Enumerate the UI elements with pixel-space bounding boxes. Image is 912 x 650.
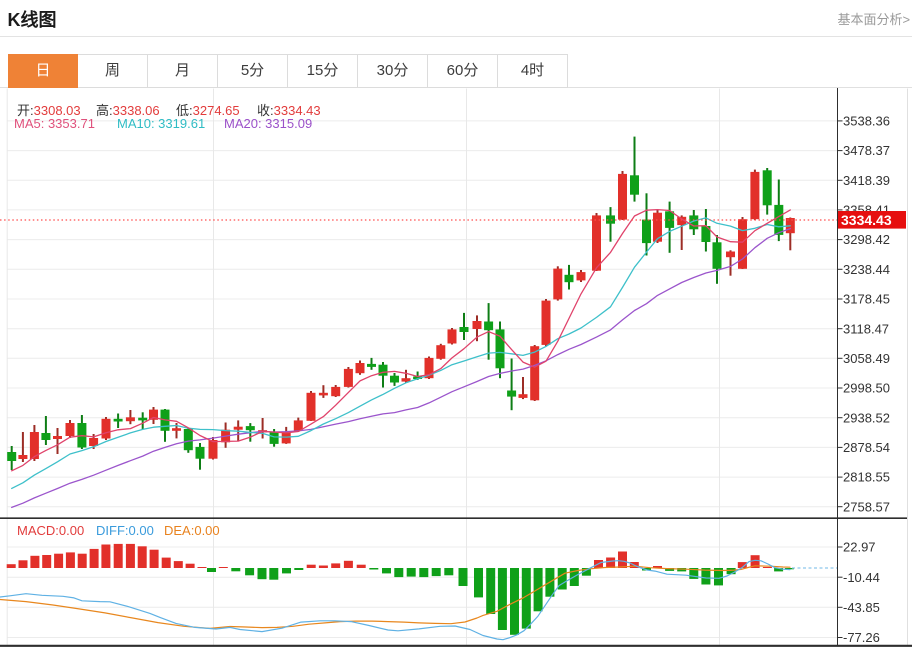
svg-text:2758.57: 2758.57 [843,499,890,514]
svg-text:2878.54: 2878.54 [843,440,890,455]
svg-text:3298.42: 3298.42 [843,232,890,247]
svg-text:3238.44: 3238.44 [843,262,890,277]
svg-text:-10.44: -10.44 [843,570,880,585]
svg-text:-77.26: -77.26 [843,630,880,645]
svg-text:3178.45: 3178.45 [843,292,890,307]
svg-text:3418.39: 3418.39 [843,173,890,188]
svg-text:2818.55: 2818.55 [843,470,890,485]
svg-text:3334.43: 3334.43 [841,212,892,228]
svg-text:2998.50: 2998.50 [843,381,890,396]
svg-text:2938.52: 2938.52 [843,410,890,425]
svg-text:3538.36: 3538.36 [843,114,890,129]
svg-text:3058.49: 3058.49 [843,351,890,366]
svg-text:-43.85: -43.85 [843,600,880,615]
svg-text:3118.47: 3118.47 [843,321,889,336]
svg-text:22.97: 22.97 [843,540,876,555]
svg-text:3478.37: 3478.37 [843,143,890,158]
